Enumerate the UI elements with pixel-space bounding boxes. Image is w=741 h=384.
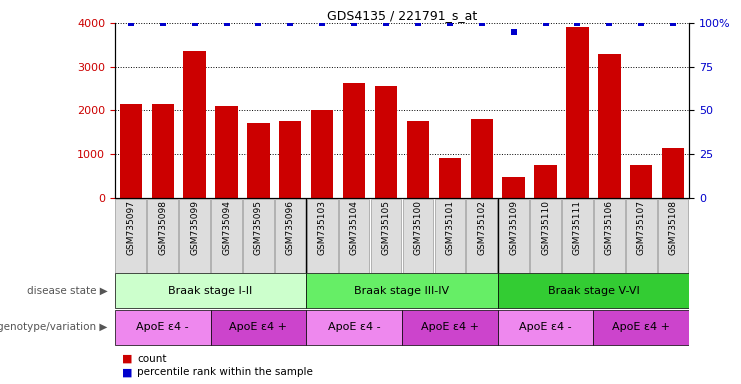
Text: GSM735094: GSM735094	[222, 200, 231, 255]
Text: ApoE ε4 +: ApoE ε4 +	[230, 322, 288, 333]
Bar	[216, 106, 238, 198]
Text: GSM735111: GSM735111	[573, 200, 582, 255]
Text: percentile rank within the sample: percentile rank within the sample	[137, 367, 313, 377]
Bar	[471, 119, 493, 198]
Text: count: count	[137, 354, 167, 364]
Bar	[311, 111, 333, 198]
Bar	[343, 83, 365, 198]
Text: Braak stage I-II: Braak stage I-II	[168, 286, 253, 296]
Bar	[210, 310, 306, 345]
Text: disease state ▶: disease state ▶	[27, 286, 107, 296]
Text: GSM735106: GSM735106	[605, 200, 614, 255]
Bar	[594, 199, 625, 273]
Text: ■: ■	[122, 367, 133, 377]
Bar	[662, 148, 685, 198]
Text: GSM735109: GSM735109	[509, 200, 518, 255]
Text: GSM735097: GSM735097	[126, 200, 136, 255]
Title: GDS4135 / 221791_s_at: GDS4135 / 221791_s_at	[327, 9, 477, 22]
Bar	[116, 199, 146, 273]
Bar	[179, 199, 210, 273]
Bar	[402, 310, 498, 345]
Text: Braak stage V-VI: Braak stage V-VI	[548, 286, 639, 296]
Bar	[531, 199, 561, 273]
Text: GSM735105: GSM735105	[382, 200, 391, 255]
Text: GSM735101: GSM735101	[445, 200, 454, 255]
Bar	[247, 122, 270, 198]
Text: GSM735102: GSM735102	[477, 200, 486, 255]
Text: ApoE ε4 -: ApoE ε4 -	[328, 322, 380, 333]
Text: ApoE ε4 -: ApoE ε4 -	[519, 322, 572, 333]
Text: GSM735099: GSM735099	[190, 200, 199, 255]
Bar	[502, 177, 525, 198]
Bar	[119, 104, 142, 198]
Text: ■: ■	[122, 354, 133, 364]
Text: GSM735107: GSM735107	[637, 200, 645, 255]
Text: ApoE ε4 +: ApoE ε4 +	[612, 322, 671, 333]
Bar	[375, 86, 397, 198]
Bar	[279, 121, 302, 198]
Bar	[598, 54, 620, 198]
Bar	[534, 165, 556, 198]
Bar	[407, 121, 429, 198]
Bar	[306, 310, 402, 345]
Text: GSM735103: GSM735103	[318, 200, 327, 255]
Text: genotype/variation ▶: genotype/variation ▶	[0, 322, 107, 333]
Bar	[115, 310, 210, 345]
Bar	[211, 199, 242, 273]
Bar	[115, 273, 306, 308]
Bar	[562, 199, 593, 273]
Text: ApoE ε4 +: ApoE ε4 +	[421, 322, 479, 333]
Bar	[306, 273, 498, 308]
Bar	[498, 310, 594, 345]
Bar	[184, 51, 206, 198]
Bar	[243, 199, 273, 273]
Bar	[498, 273, 689, 308]
Bar	[434, 199, 465, 273]
Bar	[307, 199, 338, 273]
Bar	[275, 199, 305, 273]
Bar	[566, 27, 588, 198]
Bar	[402, 199, 433, 273]
Bar	[339, 199, 370, 273]
Bar	[370, 199, 402, 273]
Bar	[594, 310, 689, 345]
Text: GSM735104: GSM735104	[350, 200, 359, 255]
Text: Braak stage III-IV: Braak stage III-IV	[354, 286, 450, 296]
Bar	[626, 199, 657, 273]
Bar	[658, 199, 688, 273]
Text: GSM735096: GSM735096	[286, 200, 295, 255]
Bar	[630, 165, 652, 198]
Bar	[499, 199, 529, 273]
Bar	[152, 104, 174, 198]
Text: GSM735095: GSM735095	[254, 200, 263, 255]
Bar	[439, 159, 461, 198]
Text: GSM735098: GSM735098	[159, 200, 167, 255]
Bar	[147, 199, 178, 273]
Text: GSM735100: GSM735100	[413, 200, 422, 255]
Bar	[466, 199, 497, 273]
Text: GSM735108: GSM735108	[668, 200, 678, 255]
Text: GSM735110: GSM735110	[541, 200, 550, 255]
Text: ApoE ε4 -: ApoE ε4 -	[136, 322, 189, 333]
